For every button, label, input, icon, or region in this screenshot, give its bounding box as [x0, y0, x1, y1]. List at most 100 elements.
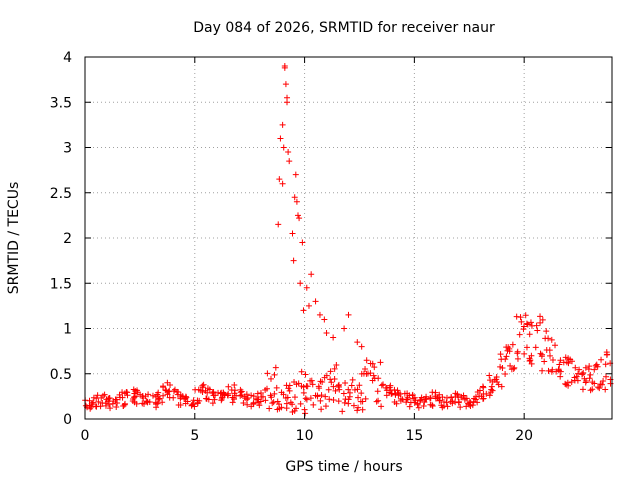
data-point: [591, 366, 598, 373]
data-point: [541, 358, 548, 365]
data-point: [349, 376, 356, 383]
data-point: [362, 395, 369, 402]
data-point: [102, 402, 109, 409]
data-point: [262, 397, 269, 404]
data-point: [386, 384, 393, 391]
data-point: [548, 336, 555, 343]
chart-title: Day 084 of 2026, SRMTID for receiver nau…: [193, 20, 495, 36]
x-tick-label: 15: [405, 428, 423, 444]
x-tick-label: 5: [190, 428, 199, 444]
data-point: [292, 171, 299, 178]
data-point: [371, 364, 378, 371]
data-point: [240, 400, 247, 407]
data-point: [397, 395, 404, 402]
data-point: [323, 372, 330, 379]
data-point: [322, 393, 329, 400]
data-point: [155, 389, 162, 396]
data-point: [449, 398, 456, 405]
y-tick-label: 2: [63, 231, 72, 247]
data-point: [99, 392, 106, 399]
data-point: [378, 403, 385, 410]
data-point: [237, 389, 244, 396]
data-point: [537, 319, 544, 326]
data-point: [143, 398, 150, 405]
data-point: [582, 364, 589, 371]
data-point: [520, 323, 527, 330]
data-point: [199, 382, 206, 389]
data-point: [298, 368, 305, 375]
data-point: [429, 389, 436, 396]
data-point: [488, 386, 495, 393]
data-point: [303, 284, 310, 291]
data-point: [144, 399, 151, 406]
data-point: [113, 404, 120, 411]
data-point: [244, 401, 251, 408]
data-point: [303, 396, 310, 403]
data-points: [82, 63, 614, 417]
data-point: [335, 398, 342, 405]
data-point: [345, 386, 352, 393]
data-point: [340, 390, 347, 397]
data-point: [526, 331, 533, 338]
data-point: [358, 390, 365, 397]
data-point: [373, 398, 380, 405]
data-point: [258, 393, 265, 400]
data-point: [533, 322, 540, 329]
data-point: [539, 367, 546, 374]
data-point: [297, 400, 304, 407]
data-point: [155, 396, 162, 403]
data-point: [317, 397, 324, 404]
data-point: [539, 316, 546, 323]
data-point: [287, 399, 294, 406]
data-point: [154, 400, 161, 407]
data-point: [502, 356, 509, 363]
data-point: [302, 371, 309, 378]
data-point: [502, 370, 509, 377]
data-point: [307, 395, 314, 402]
data-point: [309, 381, 316, 388]
data-point: [380, 381, 387, 388]
data-point: [270, 399, 277, 406]
data-point: [602, 386, 609, 393]
data-point: [149, 392, 156, 399]
data-point: [354, 407, 361, 414]
data-point: [225, 383, 232, 390]
data-point: [230, 395, 237, 402]
data-point: [427, 394, 434, 401]
data-point: [341, 399, 348, 406]
data-point: [284, 394, 291, 401]
data-point: [275, 221, 282, 228]
data-point: [423, 396, 430, 403]
data-point: [206, 386, 213, 393]
data-point: [489, 387, 496, 394]
data-point: [116, 394, 123, 401]
data-point: [454, 391, 461, 398]
data-point: [363, 357, 370, 364]
data-point: [395, 392, 402, 399]
data-point: [266, 405, 273, 412]
data-point: [188, 402, 195, 409]
data-point: [565, 382, 572, 389]
data-point: [598, 356, 605, 363]
data-point: [524, 321, 531, 328]
data-point: [289, 230, 296, 237]
data-point: [517, 314, 524, 321]
data-point: [200, 381, 207, 388]
data-point: [280, 391, 287, 398]
data-point: [90, 399, 97, 406]
data-point: [599, 381, 606, 388]
data-point: [330, 383, 337, 390]
grid: [85, 57, 612, 419]
data-point: [374, 388, 381, 395]
data-point: [164, 391, 171, 398]
data-point: [429, 403, 436, 410]
data-point: [132, 393, 139, 400]
data-point: [575, 370, 582, 377]
data-point: [582, 379, 589, 386]
data-point: [330, 397, 337, 404]
data-point: [514, 350, 521, 357]
data-point: [293, 198, 300, 205]
data-point: [242, 395, 249, 402]
data-point: [415, 404, 422, 411]
data-point: [302, 410, 309, 417]
